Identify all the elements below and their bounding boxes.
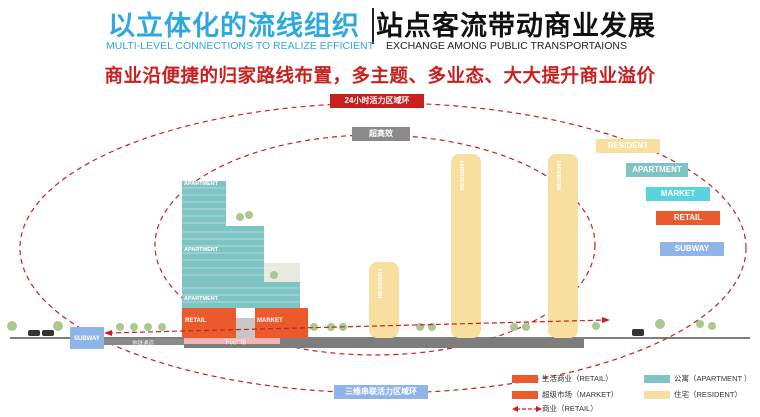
outer-ring-label: 24小时活力区域环 [330,94,424,108]
resident-tower-2 [451,154,481,338]
legend-arrow-icon [512,406,542,412]
retail-block-label: RETAIL [185,318,207,324]
subtitle-left: MULTI-LEVEL CONNECTIONS TO REALIZE EFFIC… [106,40,374,52]
headline: 商业沿便捷的归家路线布置，多主题、多业态、大大提升商业溢价 [104,65,656,86]
resident-label-1: RESIDENT [378,268,384,299]
cars [28,329,644,336]
tag-apartment: APARTMENT [626,163,688,177]
legend-resident-swatch [644,391,670,399]
tag-market: MARKET [646,187,710,201]
inner-ring-label: 超高效 [352,127,410,141]
retail-flow-arrow-right [602,317,610,323]
legend-apartment-swatch [644,375,670,383]
trees [7,211,716,331]
title-divider [372,8,374,44]
apartment-label-3: APARTMENT [184,296,219,302]
resident-label-2: RESIDENT [460,160,466,191]
legend-market-swatch [512,391,538,399]
plaza-label: 下沉广场 [224,340,247,346]
tag-subway: SUBWAY [660,242,724,256]
legend-resident-label: 住宅（RESIDENT） [674,390,742,399]
subway-box-label: SUBWAY [74,336,100,342]
market-block-label: MARKET [257,318,283,324]
resident-tower-3 [548,154,578,338]
legend-retail-swatch [512,375,538,383]
title-right: 站点客流带动商业发展 [376,11,656,41]
resident-tower-1 [369,262,399,338]
retail-flow-arrow-left [104,330,112,336]
legend-market-label: 超级市场（MARKET） [542,390,619,399]
underground-passage [96,339,184,345]
legend-apartment-label: 公寓（APARTMENT ） [674,374,752,383]
retail-flow-line [107,319,607,334]
subtitle-right: EXCHANGE AMONG PUBLIC TRANSPORTAIONS [386,40,627,52]
legend-retail-label: 生活商业（RETAIL） [542,374,613,383]
market-block [255,308,308,338]
underground-label: 地铁通道 [132,341,155,347]
tag-resident: RESIDENT [596,139,660,153]
retail-block [182,308,236,338]
resident-label-3: RESIDENT [557,160,563,191]
apartment-label-2: APARTMENT [184,247,219,253]
apartment-tower [182,181,300,308]
title-left: 以立体化的流线组织 [108,11,360,41]
underground-slab [184,339,584,348]
legend-flow-label: 商业（RETAIL） [542,404,598,413]
bottom-ring-label: 三维串联活力区域环 [334,385,428,399]
inner-ring [154,134,596,356]
subway-box [70,327,104,349]
podium-gap [236,318,255,338]
apartment-label-1: APARTMENT [184,181,219,187]
sunken-plaza [184,337,280,344]
tag-retail: RETAIL [656,211,720,225]
